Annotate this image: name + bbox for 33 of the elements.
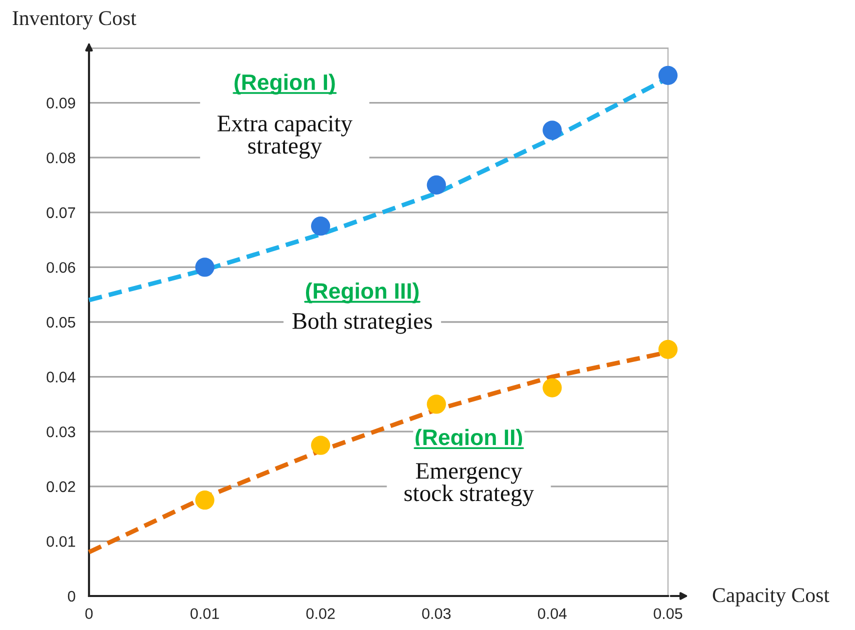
annotation: Emergency stock strategy [404, 463, 534, 506]
x-tick-label: 0.03 [422, 608, 451, 620]
point [311, 216, 330, 236]
annotation: Extra capacity strategy [218, 116, 352, 159]
y-tick-label: 0.07 [46, 207, 76, 218]
annotation: (Region I) [234, 74, 335, 95]
y-tick-label: 0 [68, 590, 76, 602]
y-tick-label: 0.09 [46, 98, 76, 108]
point [195, 258, 214, 277]
y-tick-label: 0.06 [46, 262, 76, 273]
point [426, 175, 446, 195]
x-tick-label: 0.01 [190, 608, 219, 620]
y-tick-label: 0.05 [46, 316, 76, 328]
x-axis-title: Capacity Cost [712, 588, 830, 606]
y-tick-label: 0.01 [46, 536, 76, 547]
point [311, 436, 330, 455]
point [542, 120, 562, 140]
point [542, 378, 562, 398]
point [658, 340, 678, 359]
y-tick-label: 0.04 [46, 372, 76, 382]
point [195, 490, 214, 510]
x-tick-label: 0.02 [306, 608, 335, 620]
y-axis-title: Inventory Cost [12, 11, 136, 30]
y-tick-label: 0.08 [46, 152, 76, 164]
y-tick-label: 0.03 [46, 426, 76, 438]
x-tick-label: 0.05 [654, 608, 682, 620]
point [658, 66, 678, 85]
x-tick-label: 0.04 [538, 608, 567, 620]
point [426, 394, 446, 414]
annotation: Both strategies [292, 312, 432, 334]
x-tick-label: 0 [85, 608, 93, 620]
annotation: (Region III) [306, 282, 419, 304]
y-tick-label: 0.02 [46, 481, 76, 492]
